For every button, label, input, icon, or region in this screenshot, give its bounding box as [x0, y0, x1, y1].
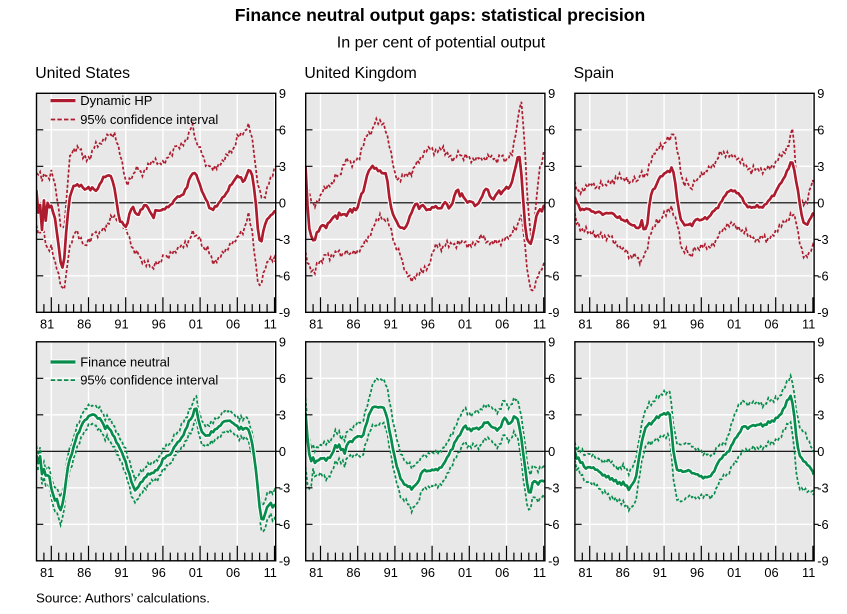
svg-text:9: 9	[548, 86, 555, 101]
svg-text:-9: -9	[817, 305, 828, 320]
svg-text:3: 3	[817, 159, 824, 174]
svg-text:Dynamic HP: Dynamic HP	[80, 93, 152, 108]
svg-text:86: 86	[616, 317, 630, 332]
svg-text:81: 81	[578, 565, 592, 580]
svg-text:6: 6	[279, 122, 286, 137]
svg-text:91: 91	[114, 565, 128, 580]
svg-text:95% confidence interval: 95% confidence interval	[80, 112, 218, 127]
svg-text:91: 91	[653, 565, 667, 580]
svg-text:81: 81	[309, 565, 323, 580]
svg-text:-9: -9	[548, 553, 559, 568]
svg-text:11: 11	[264, 565, 277, 580]
svg-text:06: 06	[764, 317, 778, 332]
svg-text:9: 9	[279, 334, 286, 349]
svg-text:3: 3	[548, 407, 555, 422]
svg-text:-6: -6	[548, 517, 559, 532]
svg-text:11: 11	[533, 565, 546, 580]
svg-text:06: 06	[226, 565, 240, 580]
svg-text:-3: -3	[817, 232, 828, 247]
svg-text:-6: -6	[279, 517, 290, 532]
svg-text:6: 6	[817, 122, 824, 137]
svg-text:6: 6	[817, 371, 824, 386]
svg-text:9: 9	[817, 86, 824, 101]
svg-text:0: 0	[279, 195, 286, 210]
svg-text:-3: -3	[279, 232, 290, 247]
svg-text:91: 91	[114, 317, 128, 332]
svg-text:86: 86	[616, 565, 630, 580]
svg-text:-3: -3	[817, 480, 828, 495]
svg-text:11: 11	[802, 317, 815, 332]
svg-text:3: 3	[279, 159, 286, 174]
svg-text:-3: -3	[279, 480, 290, 495]
svg-text:-9: -9	[279, 305, 290, 320]
svg-text:11: 11	[264, 317, 277, 332]
svg-text:96: 96	[690, 565, 704, 580]
svg-text:01: 01	[727, 565, 741, 580]
svg-text:0: 0	[817, 444, 824, 459]
svg-text:06: 06	[764, 565, 778, 580]
svg-text:11: 11	[802, 565, 815, 580]
svg-text:96: 96	[421, 317, 435, 332]
svg-text:81: 81	[578, 317, 592, 332]
svg-text:-3: -3	[548, 480, 559, 495]
svg-text:Spain: Spain	[574, 65, 614, 82]
svg-text:3: 3	[279, 407, 286, 422]
svg-text:91: 91	[384, 317, 398, 332]
svg-text:0: 0	[279, 444, 286, 459]
svg-text:9: 9	[279, 86, 286, 101]
svg-text:6: 6	[279, 371, 286, 386]
svg-text:01: 01	[189, 565, 203, 580]
svg-text:81: 81	[40, 317, 54, 332]
svg-text:-6: -6	[817, 517, 828, 532]
svg-text:81: 81	[40, 565, 54, 580]
svg-text:6: 6	[548, 122, 555, 137]
svg-text:-9: -9	[817, 553, 828, 568]
svg-text:3: 3	[548, 159, 555, 174]
svg-text:9: 9	[817, 334, 824, 349]
svg-text:96: 96	[690, 317, 704, 332]
svg-text:01: 01	[189, 317, 203, 332]
svg-text:0: 0	[548, 444, 555, 459]
svg-text:Finance neutral: Finance neutral	[80, 355, 170, 370]
svg-text:81: 81	[309, 317, 323, 332]
svg-text:6: 6	[548, 371, 555, 386]
svg-text:0: 0	[817, 195, 824, 210]
svg-text:Source: Authors’ calculations.: Source: Authors’ calculations.	[36, 591, 210, 606]
svg-text:06: 06	[495, 317, 509, 332]
svg-text:United Kingdom: United Kingdom	[304, 65, 416, 82]
svg-text:-9: -9	[548, 305, 559, 320]
svg-text:96: 96	[152, 565, 166, 580]
svg-text:3: 3	[817, 407, 824, 422]
svg-text:In per cent of potential outpu: In per cent of potential output	[337, 33, 546, 51]
svg-text:9: 9	[548, 334, 555, 349]
svg-text:86: 86	[346, 565, 360, 580]
svg-text:95% confidence interval: 95% confidence interval	[80, 373, 218, 388]
svg-text:Finance neutral output gaps: s: Finance neutral output gaps: statistical…	[235, 5, 646, 25]
svg-text:-6: -6	[548, 268, 559, 283]
svg-text:01: 01	[458, 317, 472, 332]
svg-text:91: 91	[653, 317, 667, 332]
svg-text:06: 06	[495, 565, 509, 580]
svg-text:91: 91	[384, 565, 398, 580]
svg-text:86: 86	[77, 565, 91, 580]
svg-text:-6: -6	[817, 268, 828, 283]
svg-text:06: 06	[226, 317, 240, 332]
svg-text:96: 96	[152, 317, 166, 332]
svg-text:11: 11	[533, 317, 546, 332]
svg-text:01: 01	[727, 317, 741, 332]
svg-text:United States: United States	[35, 65, 130, 82]
svg-text:0: 0	[548, 195, 555, 210]
svg-text:-3: -3	[548, 232, 559, 247]
svg-text:-6: -6	[279, 268, 290, 283]
svg-text:96: 96	[421, 565, 435, 580]
svg-text:-9: -9	[279, 553, 290, 568]
svg-text:86: 86	[77, 317, 91, 332]
svg-text:86: 86	[346, 317, 360, 332]
svg-text:01: 01	[458, 565, 472, 580]
